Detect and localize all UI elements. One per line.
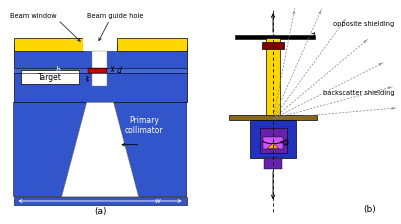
Polygon shape	[267, 143, 278, 149]
Text: h: h	[55, 66, 60, 75]
Bar	[21, 70, 79, 84]
Bar	[264, 158, 281, 169]
Bar	[14, 68, 186, 73]
Bar	[14, 196, 186, 205]
Text: (a): (a)	[93, 207, 106, 216]
Text: Target: Target	[38, 73, 62, 82]
Text: w: w	[154, 198, 159, 204]
Bar	[262, 42, 283, 49]
Bar	[249, 120, 296, 158]
Polygon shape	[61, 102, 138, 196]
Text: Beam window: Beam window	[10, 13, 56, 19]
Text: opposite shielding: opposite shielding	[332, 21, 393, 27]
Bar	[228, 115, 316, 120]
Bar	[14, 38, 83, 50]
Bar	[87, 68, 107, 73]
Bar	[117, 38, 186, 50]
Polygon shape	[14, 102, 87, 196]
Text: Primary
collimator: Primary collimator	[125, 116, 163, 135]
Polygon shape	[113, 102, 186, 196]
Text: backscatter shielding: backscatter shielding	[322, 90, 393, 96]
Bar	[92, 50, 107, 86]
Bar	[234, 35, 314, 39]
Bar	[263, 137, 282, 149]
Text: d: d	[116, 66, 121, 75]
Bar	[83, 38, 117, 50]
Bar	[266, 38, 279, 116]
Bar	[259, 128, 286, 153]
Text: Φ: Φ	[282, 139, 288, 148]
Text: (b): (b)	[362, 205, 375, 214]
Text: Beam guide hole: Beam guide hole	[87, 13, 144, 19]
Bar	[14, 45, 186, 102]
